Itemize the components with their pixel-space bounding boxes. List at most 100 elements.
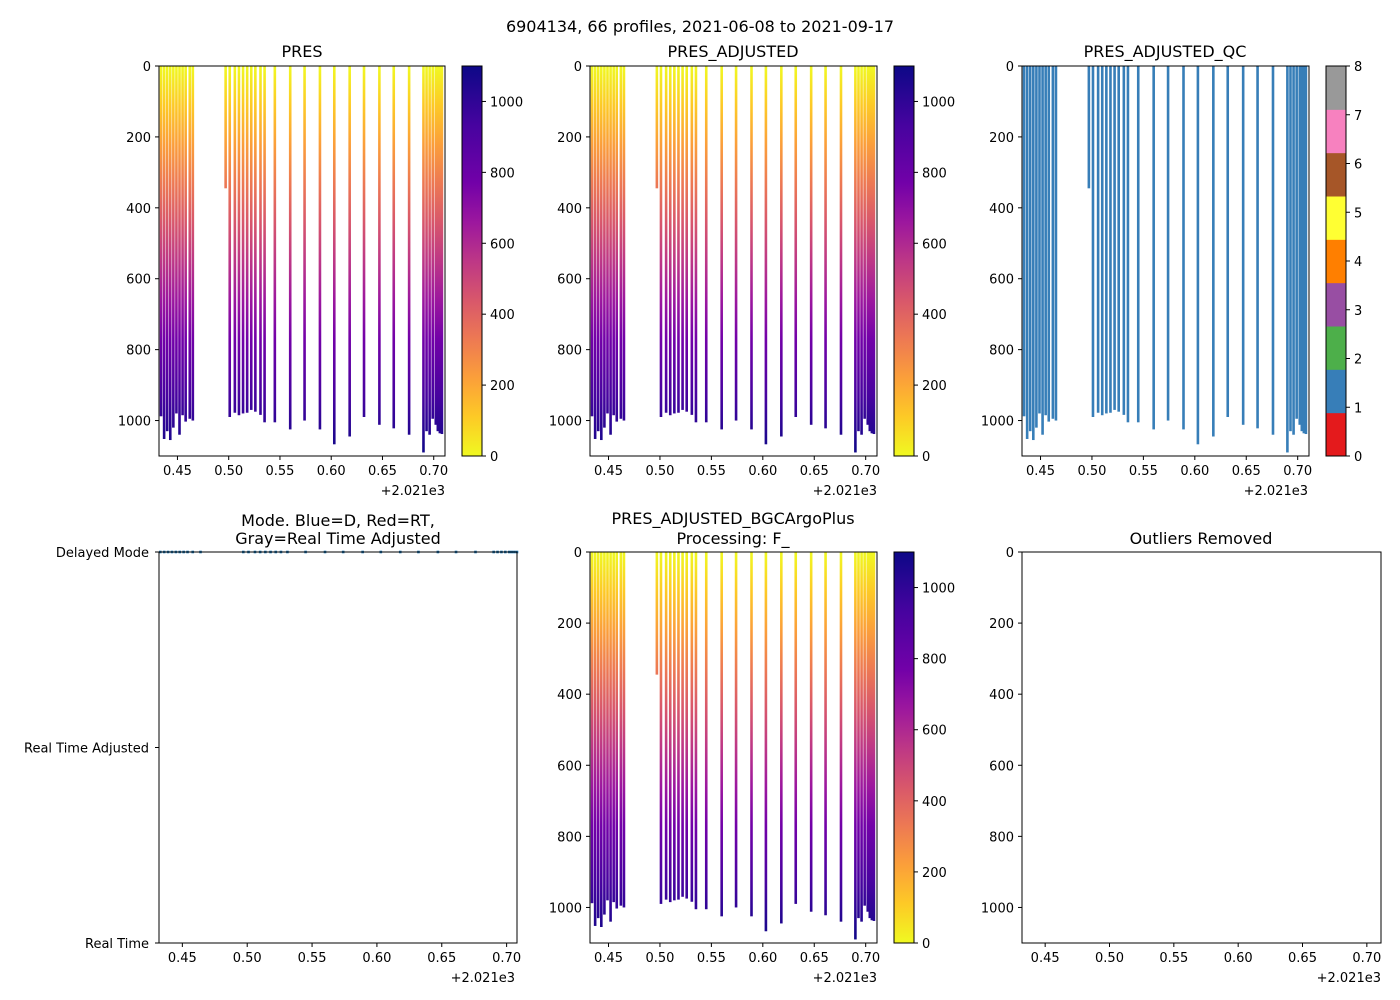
profile-bar [668, 66, 672, 416]
x-tick-label: 0.45 [1026, 464, 1055, 479]
profile-bar [1117, 66, 1120, 412]
profile-bar [860, 66, 863, 435]
y-tick-label: 800 [557, 344, 582, 359]
profile-bar [273, 66, 277, 423]
profile-bar [1286, 66, 1289, 453]
x-tick-label: 0.70 [419, 464, 448, 479]
profile-bar [720, 552, 723, 917]
y-tick-label: 0 [1006, 546, 1014, 561]
profile-bar [181, 66, 184, 416]
y-tick-label: Real Time [85, 937, 149, 952]
colorbar-segment [1326, 152, 1346, 197]
profile-bar [1096, 66, 1100, 413]
profile-bar [622, 66, 626, 421]
plot-area: Real Time Real Time Adjusted Delayed Mode 0… [24, 546, 521, 966]
panel-title-line2: Processing: F_ [676, 529, 790, 549]
profile-bar [233, 66, 237, 413]
profile-bar [438, 66, 442, 434]
profile-bar [348, 66, 351, 437]
plot-area: 0.45 0.50 0.55 0.60 0.65 0.70 0 200 400 600 800 100… [981, 546, 1382, 966]
x-tick-label: 0.70 [1352, 951, 1381, 966]
x-tick-label: 0.50 [214, 464, 243, 479]
profile-bar [824, 552, 827, 916]
colorbar-segment [1326, 196, 1346, 240]
panel-title: PRES [281, 42, 322, 61]
profile-bar [1271, 66, 1275, 435]
x-tick-label: 0.45 [168, 951, 197, 966]
profile-bar [780, 552, 783, 924]
axes-frame [589, 551, 878, 944]
profile-bar [681, 552, 684, 897]
profile-bar [249, 66, 253, 410]
profile-bar [254, 66, 257, 412]
x-tick-label: 0.65 [368, 464, 397, 479]
profile-bar [1166, 66, 1170, 421]
colorbar-gradient [894, 66, 914, 456]
colorbar-tick-label: 1000 [490, 95, 523, 110]
profile-bar [1126, 66, 1130, 423]
y-tick-label: 600 [557, 273, 582, 288]
y-tick-label: 400 [989, 688, 1014, 703]
colorbar-segment [1326, 326, 1346, 370]
profile-bar [191, 66, 195, 421]
colorbar-tick-label: 7 [1354, 109, 1362, 124]
profile-bar [1152, 66, 1155, 430]
colorbar-tick-label: 800 [490, 166, 515, 181]
profile-bar [1041, 66, 1044, 435]
colorbar-segment [1326, 282, 1346, 327]
profile-bar [1109, 66, 1112, 413]
profile-bar [764, 66, 768, 445]
colorbar-segment [1326, 239, 1346, 284]
profile-bar [1196, 66, 1200, 445]
axes-frame [1021, 551, 1382, 944]
profile-bar [603, 552, 606, 915]
colorbar-tick-label: 800 [922, 653, 947, 668]
profile-bar [600, 552, 603, 928]
x-tick-label: 0.65 [1232, 464, 1261, 479]
profile-bar [868, 552, 872, 919]
profile-bar [1182, 66, 1185, 430]
panel-pres-adjusted: PRES_ADJUSTED 0.45 0.50 0.55 0.60 0.65 0.70 0 2… [549, 42, 955, 499]
axes-frame [1021, 65, 1310, 457]
colorbar-tick-label: 1000 [922, 95, 955, 110]
profile-bar [228, 66, 232, 417]
profile-bar [704, 552, 708, 910]
y-tick-label: 800 [126, 344, 151, 359]
profile-bar [690, 552, 694, 902]
colorbar-tick-label: 400 [490, 308, 515, 323]
x-offset-label: +2.021e3 [813, 484, 877, 499]
profile-bar [609, 66, 612, 435]
colorbar-gradient [462, 66, 482, 456]
profile-bar [188, 66, 192, 419]
profile-bar [619, 552, 623, 906]
colorbar-tick-label: 0 [1354, 450, 1362, 465]
profile-bar [1212, 66, 1215, 437]
profile-bar [1304, 66, 1308, 435]
profile-bar [1035, 66, 1038, 428]
profile-bar [854, 552, 857, 940]
profile-bar [866, 66, 870, 425]
x-tick-label: 0.60 [748, 951, 777, 966]
y-tick-label: 1000 [981, 901, 1014, 916]
panel-title: PRES_ADJUSTED_QC [1084, 42, 1247, 62]
x-tick-label: 0.45 [1031, 951, 1060, 966]
profile-bar [362, 66, 366, 417]
y-tick-label: 200 [126, 131, 151, 146]
profile-bar [178, 66, 181, 435]
axes-frame [589, 65, 878, 457]
profile-bar [440, 66, 444, 435]
panel-title: PRES_ADJUSTED [667, 42, 798, 62]
profile-bar [175, 66, 178, 414]
profile-bar [168, 66, 172, 441]
panel-pres-adjusted-qc: PRES_ADJUSTED_QC 0.45 0.50 0.55 0.60 0.65 0.7… [981, 42, 1362, 499]
y-tick-label: 0 [143, 60, 151, 75]
colorbar-tick-label: 600 [490, 237, 515, 252]
profile-bar [685, 66, 688, 412]
profile-bar [655, 552, 659, 675]
y-tick-label: 1000 [981, 415, 1014, 430]
profile-bar [1047, 66, 1051, 422]
x-tick-label: 0.65 [1288, 951, 1317, 966]
profile-bar [590, 66, 594, 417]
x-offset-label: +2.021e3 [451, 971, 515, 986]
